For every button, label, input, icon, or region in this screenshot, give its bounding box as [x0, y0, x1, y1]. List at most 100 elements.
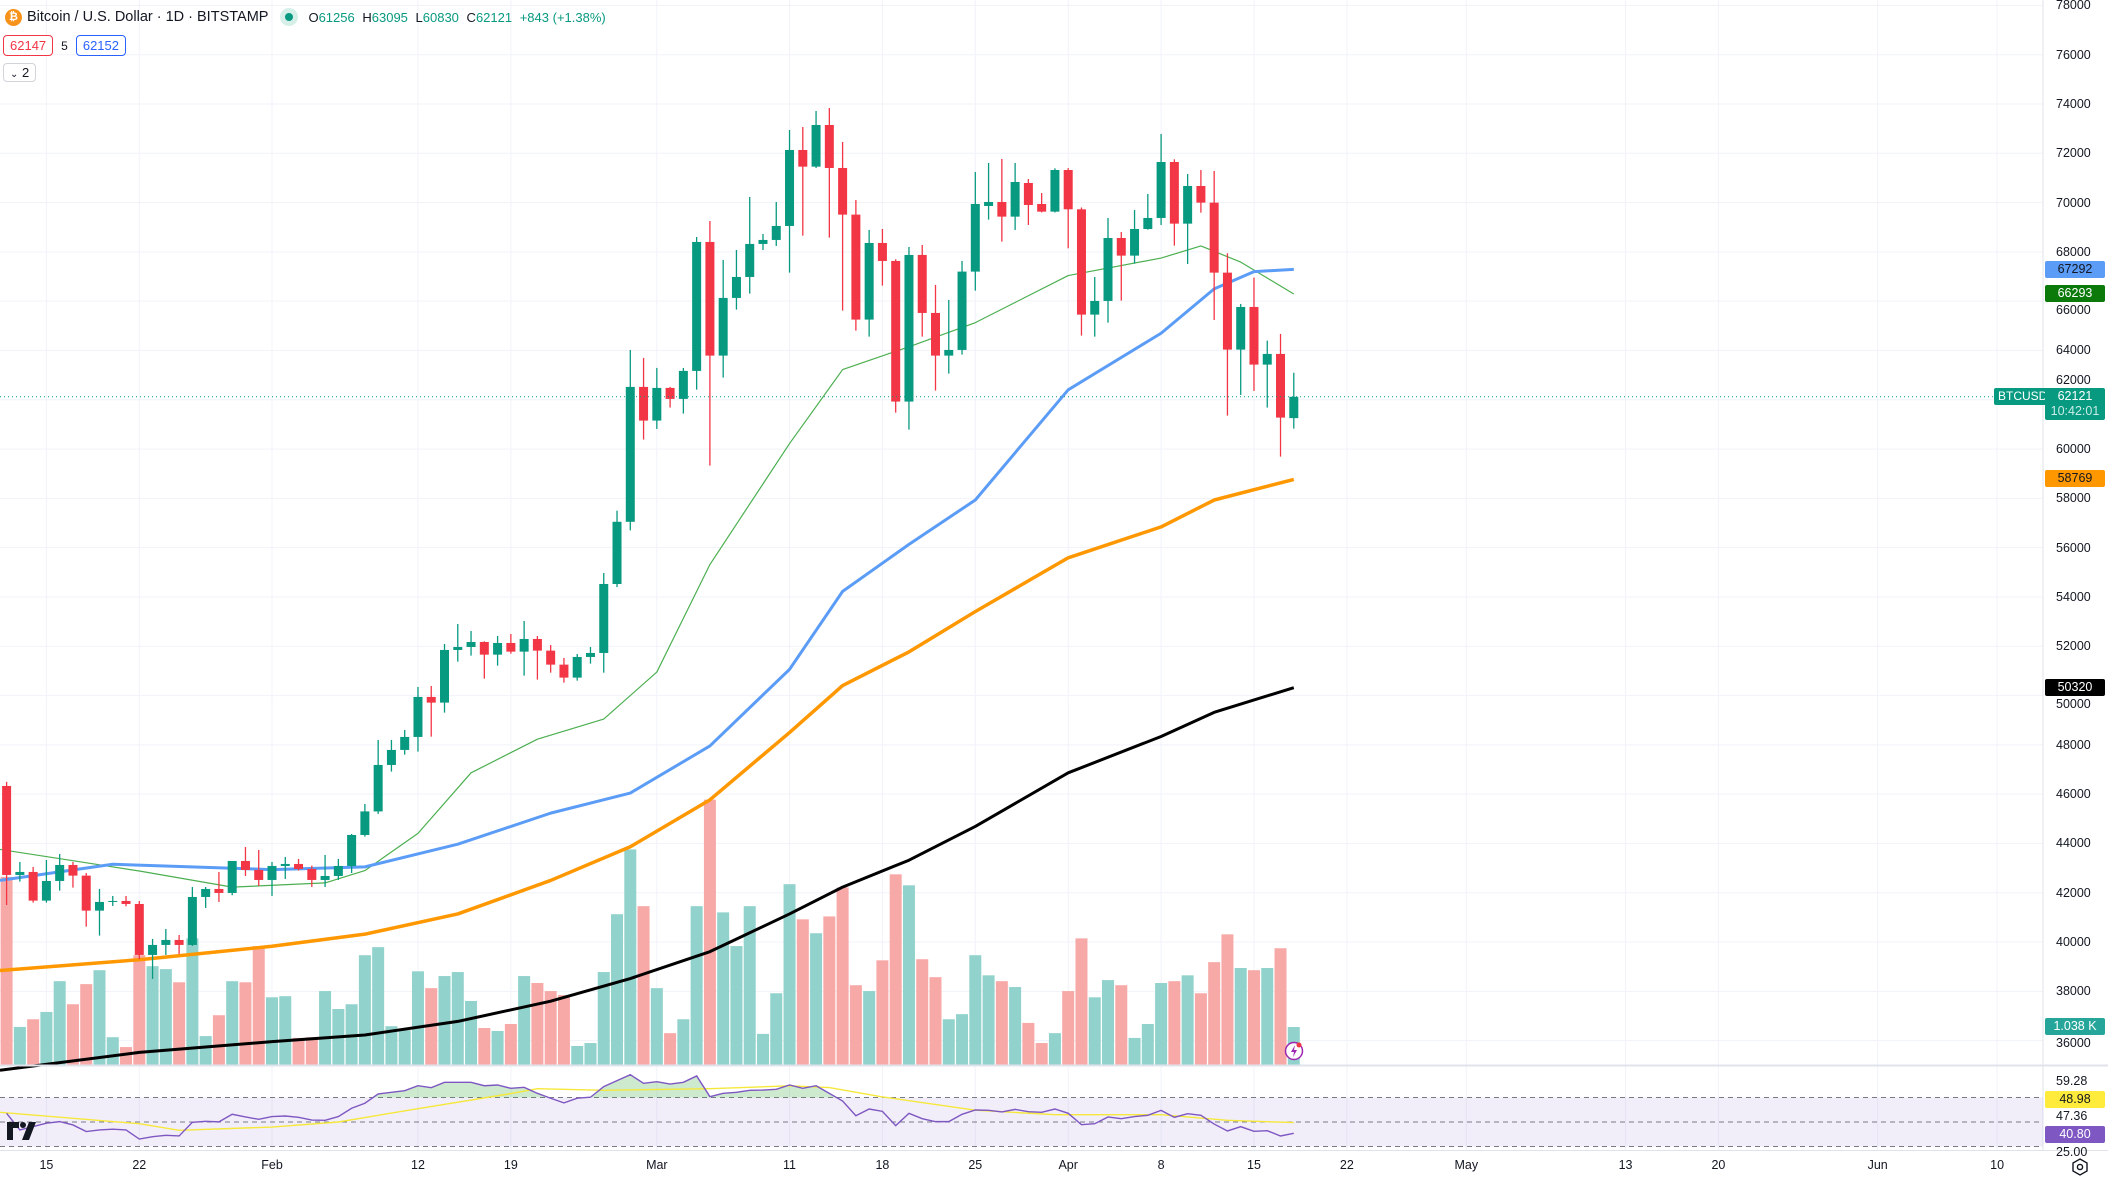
candle-body	[373, 764, 383, 812]
candle-body	[1169, 161, 1179, 224]
candle-body	[665, 387, 675, 399]
volume-series	[0, 799, 1300, 1065]
rsi-overbought-fill	[6, 1074, 1294, 1098]
low-label: L	[415, 9, 423, 25]
volume-bar	[969, 955, 982, 1065]
candle-body	[824, 124, 834, 168]
volume-bar	[411, 971, 424, 1065]
candle-body	[320, 875, 330, 880]
volume-bar	[743, 906, 756, 1065]
market-status-icon[interactable]	[280, 8, 299, 26]
volume-bar	[1234, 968, 1247, 1065]
volume-bar	[1261, 968, 1274, 1065]
volume-bar	[372, 947, 385, 1065]
moving-average-line	[0, 686, 1295, 1072]
rsi-axis-tick: 59.28	[2056, 1074, 2088, 1088]
candle-body	[1236, 306, 1246, 350]
candle-body	[678, 370, 688, 399]
candle-body	[1209, 202, 1219, 273]
volume-bar	[1141, 1024, 1154, 1065]
volume-bar	[902, 885, 915, 1065]
volume-bar	[465, 1000, 478, 1065]
volume-bar	[292, 1037, 305, 1065]
trade-buttons: 62147 5 62152	[3, 35, 126, 56]
volume-bar	[863, 991, 876, 1065]
tradingview-logo[interactable]	[7, 1122, 39, 1140]
high-value: 63095	[371, 9, 408, 25]
volume-bar	[929, 977, 942, 1065]
volume-bar	[173, 982, 186, 1065]
candle-body	[798, 149, 808, 167]
volume-bar	[385, 1026, 398, 1065]
symbol-title[interactable]: Bitcoin / U.S. Dollar · 1D · BITSTAMP	[27, 9, 269, 25]
candle-body	[479, 641, 489, 655]
indicators-count: 2	[22, 65, 30, 80]
volume-bar	[597, 972, 610, 1065]
candle-body	[440, 649, 450, 703]
candle-body	[240, 860, 250, 870]
indicators-toggle-button[interactable]: ⌄ 2	[3, 63, 37, 82]
volume-bar	[252, 946, 265, 1065]
candle-body	[267, 865, 277, 880]
volume-bar	[823, 916, 836, 1065]
volume-bar	[982, 975, 995, 1065]
time-axis-tick: 12	[411, 1158, 425, 1172]
candle-body	[307, 868, 317, 880]
volume-bar	[159, 969, 172, 1065]
moving-average-line	[0, 267, 1294, 882]
candle-body	[718, 297, 728, 356]
volume-bar	[438, 976, 451, 1065]
volume-bar	[1274, 948, 1287, 1065]
candle-body	[1289, 396, 1299, 419]
buy-button[interactable]: 62152	[75, 35, 126, 56]
candle-body	[1222, 272, 1232, 350]
candle-body	[1023, 182, 1033, 205]
candle-body	[811, 124, 821, 167]
volume-bar	[650, 988, 663, 1065]
candle-body	[227, 860, 237, 893]
volume-bar	[93, 970, 106, 1065]
candle-body	[347, 834, 357, 866]
last-price: 62121	[2057, 389, 2093, 403]
time-axis-tick: 8	[1157, 1158, 1165, 1172]
rsi-axis-tick: 47.36	[2056, 1109, 2088, 1123]
time-axis-tick: Apr	[1058, 1158, 1078, 1172]
time-axis-tick: 11	[783, 1158, 797, 1172]
symbol-legend[interactable]: ₿ Bitcoin / U.S. Dollar · 1D · BITSTAMP …	[5, 8, 610, 26]
candle-body	[1090, 300, 1100, 315]
candle-body	[187, 896, 197, 945]
close-label: C	[466, 9, 476, 25]
time-axis-tick: Mar	[646, 1158, 668, 1172]
sell-button[interactable]: 62147	[3, 35, 54, 56]
volume-bar	[398, 1030, 411, 1065]
volume-bar	[1208, 962, 1221, 1065]
candle-body	[121, 900, 131, 904]
candle-body	[1010, 181, 1020, 217]
lightning-icon[interactable]	[1284, 1041, 1304, 1061]
candle-body	[1183, 185, 1193, 224]
volume-badge: 1.038 K	[2045, 1018, 2105, 1035]
volume-bar	[916, 959, 929, 1065]
candle-body	[944, 349, 954, 356]
spread-value: 5	[61, 38, 68, 53]
time-axis-tick: 25	[968, 1158, 983, 1172]
time-axis-tick: 18	[875, 1158, 890, 1172]
candle-body	[1037, 203, 1047, 212]
volume-bar	[942, 1019, 955, 1065]
time-axis-tick: 15	[1247, 1158, 1261, 1172]
settings-icon[interactable]	[2070, 1157, 2090, 1177]
price-axis-tick: 64000	[2056, 343, 2091, 358]
candle-body	[426, 696, 436, 703]
price-axis-tick: 46000	[2056, 787, 2091, 802]
volume-bar	[106, 1037, 119, 1065]
volume-bar	[956, 1014, 969, 1065]
candle-body	[1050, 170, 1060, 212]
candle-body	[585, 652, 595, 657]
volume-bar	[266, 997, 278, 1065]
volume-bar	[305, 1037, 318, 1065]
volume-bar	[13, 1026, 26, 1065]
price-axis-tick: 40000	[2056, 935, 2091, 950]
volume-bar	[186, 938, 199, 1065]
candle-body	[108, 900, 118, 902]
